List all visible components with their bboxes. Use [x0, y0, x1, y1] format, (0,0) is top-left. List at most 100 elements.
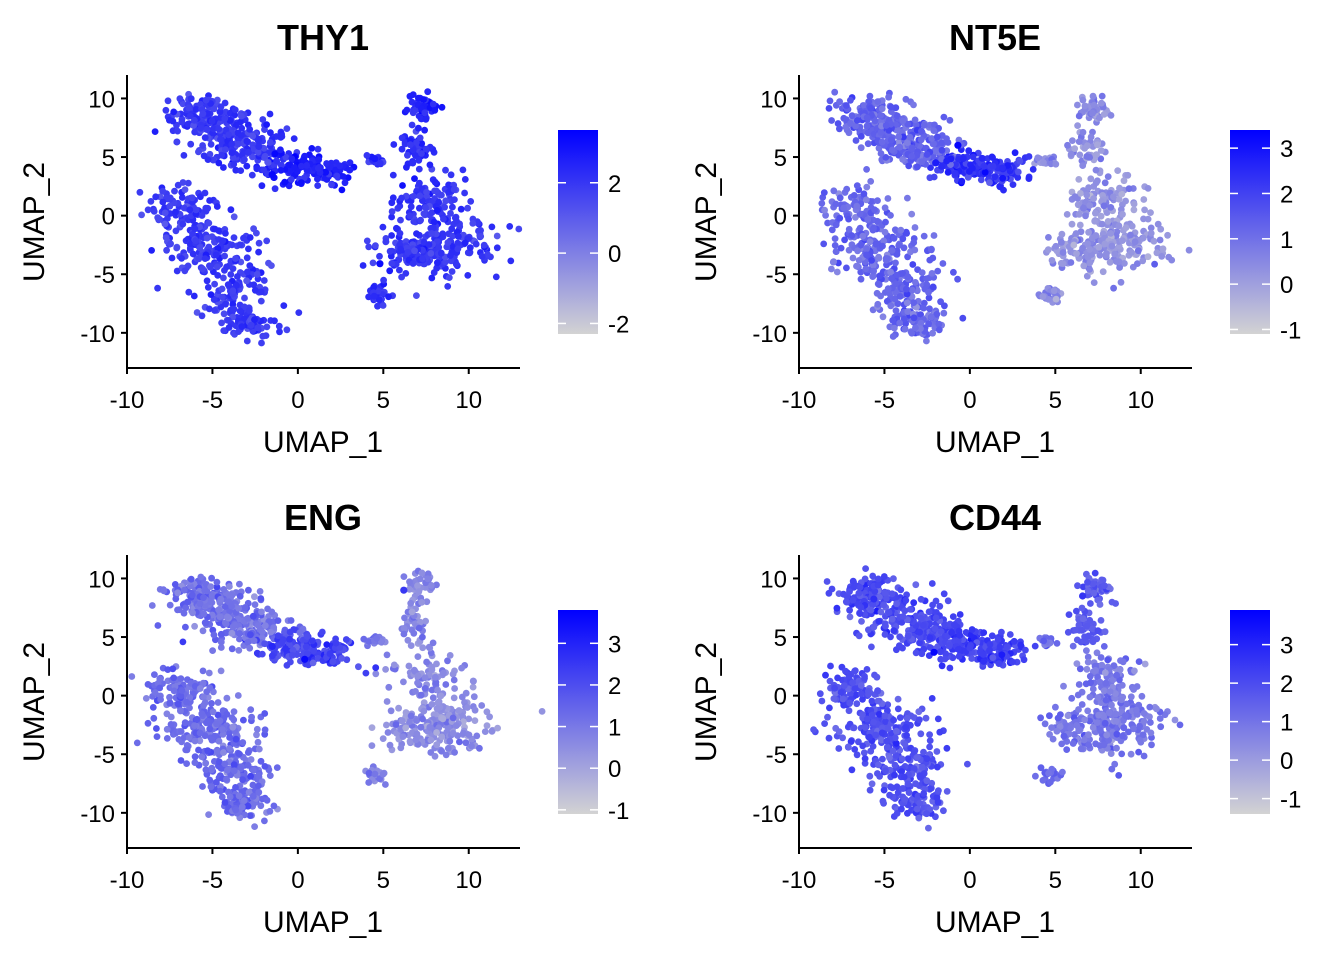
cell-point: [254, 148, 262, 156]
cell-point: [224, 281, 232, 288]
y-tick-label: 5: [102, 625, 115, 652]
cell-point: [274, 632, 282, 640]
cell-point: [230, 767, 238, 775]
cell-point: [176, 95, 184, 103]
cell-point: [274, 617, 282, 624]
cell-point: [244, 749, 252, 756]
x-axis-title: UMAP_1: [263, 906, 383, 939]
cell-point: [1095, 243, 1103, 251]
cell-point: [412, 736, 420, 744]
cell-point: [862, 265, 870, 273]
cell-point: [438, 733, 446, 741]
cell-point: [235, 750, 243, 758]
cell-point: [869, 273, 877, 280]
cell-point: [213, 778, 220, 786]
cell-point: [1081, 102, 1089, 110]
cell-point: [1139, 257, 1147, 265]
cell-point: [172, 227, 180, 235]
cell-point: [1110, 662, 1118, 670]
cell-point: [825, 589, 833, 597]
cell-point: [444, 239, 452, 247]
cell-point: [860, 749, 868, 757]
cell-point: [188, 194, 196, 202]
cell-point: [200, 693, 207, 701]
cell-point: [211, 225, 219, 233]
cell-point: [863, 245, 870, 253]
x-tick-label: 0: [291, 387, 304, 414]
plot-title: CD44: [949, 497, 1041, 538]
cell-point: [1092, 179, 1100, 187]
cell-point: [1094, 141, 1101, 149]
cell-point: [408, 608, 416, 616]
cell-point: [235, 605, 243, 612]
cell-point: [261, 710, 269, 717]
cell-point: [203, 688, 211, 696]
cell-point: [339, 173, 347, 180]
cell-point: [243, 137, 251, 145]
cell-point: [473, 732, 481, 740]
cell-point: [446, 652, 454, 659]
cell-point: [207, 141, 215, 148]
cell-point: [904, 194, 911, 202]
cell-point: [243, 254, 251, 262]
cell-point: [406, 212, 414, 220]
cell-point: [266, 110, 274, 118]
cell-point: [1097, 617, 1105, 624]
cell-point: [878, 736, 885, 744]
cell-point: [1079, 162, 1087, 170]
cell-point: [416, 575, 424, 583]
cell-point: [408, 121, 416, 129]
cell-point: [249, 781, 257, 789]
cell-point: [424, 88, 432, 96]
cell-point: [277, 134, 285, 141]
cell-point: [271, 317, 278, 325]
cell-point: [200, 701, 208, 709]
cell-point: [415, 165, 423, 173]
cell-point: [478, 253, 486, 260]
cell-point: [857, 275, 865, 283]
cell-point: [186, 112, 194, 120]
colorbar-tick-label: 1: [608, 715, 621, 742]
cell-point: [230, 305, 238, 313]
cell-point: [1065, 611, 1073, 618]
cell-point: [1107, 204, 1115, 211]
cell-point: [216, 758, 223, 766]
cell-point: [221, 760, 229, 768]
cell-point: [163, 725, 171, 733]
cell-point: [1067, 150, 1075, 158]
cell-point: [144, 681, 152, 688]
cell-point: [929, 329, 936, 337]
cell-point: [170, 687, 178, 695]
cell-point: [446, 737, 454, 745]
cell-point: [237, 132, 245, 139]
cell-point: [847, 120, 854, 127]
cell-point: [422, 116, 430, 123]
cell-point: [397, 216, 404, 224]
cell-point: [1084, 658, 1092, 666]
cell-point: [222, 230, 229, 237]
cell-point: [1127, 750, 1135, 758]
cell-point: [289, 646, 297, 654]
cell-point: [147, 198, 155, 205]
cell-point: [231, 111, 239, 119]
cell-point: [879, 313, 887, 321]
cell-point: [177, 675, 185, 682]
cell-point: [163, 710, 171, 718]
cell-point: [941, 302, 948, 310]
cell-point: [1052, 242, 1060, 250]
cell-point: [1067, 259, 1075, 266]
cell-point: [247, 631, 254, 639]
cell-point: [433, 207, 441, 214]
cell-point: [1046, 731, 1053, 738]
cell-point: [144, 719, 152, 727]
cell-point: [276, 328, 283, 336]
cell-point: [437, 692, 445, 700]
cell-point: [208, 700, 215, 707]
cell-point: [1045, 234, 1052, 241]
cell-point: [190, 122, 197, 129]
cell-point: [1087, 133, 1095, 141]
cell-point: [467, 198, 475, 205]
cell-point: [918, 158, 926, 166]
cell-point: [400, 678, 407, 686]
x-tick-label: 0: [291, 867, 304, 894]
